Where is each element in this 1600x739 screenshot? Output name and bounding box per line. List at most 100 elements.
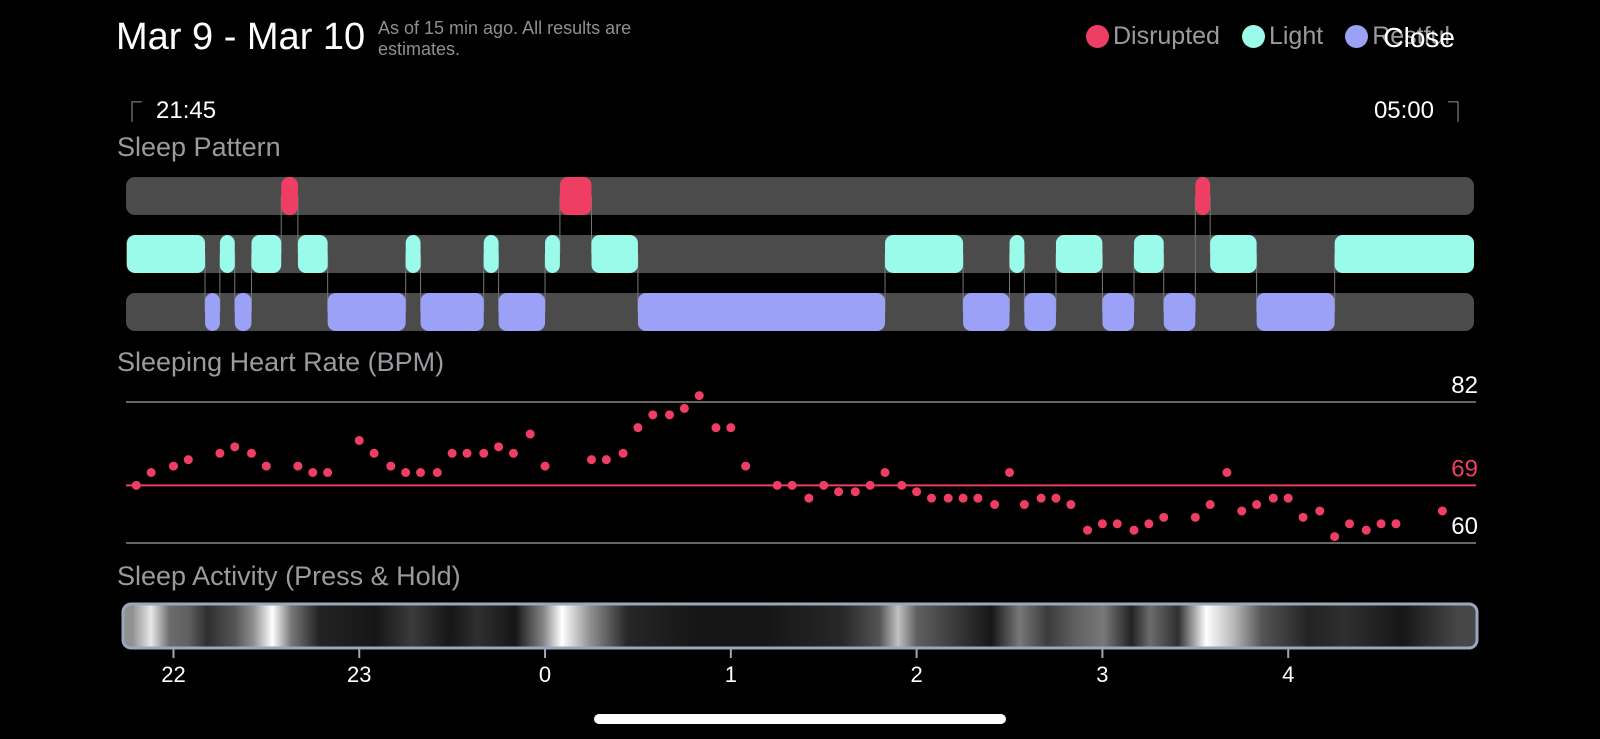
- heart-rate-point[interactable]: [741, 461, 751, 471]
- heart-rate-point[interactable]: [912, 487, 922, 497]
- heart-rate-point[interactable]: [168, 461, 178, 471]
- heart-rate-point[interactable]: [1005, 468, 1015, 477]
- heart-rate-point[interactable]: [711, 423, 721, 433]
- heart-rate-point[interactable]: [865, 480, 875, 490]
- segment-restful[interactable]: [327, 293, 406, 331]
- segment-restful[interactable]: [1024, 293, 1056, 331]
- segment-disrupted[interactable]: [1195, 177, 1211, 215]
- heart-rate-point[interactable]: [665, 410, 675, 420]
- heart-rate-point[interactable]: [943, 493, 953, 503]
- heart-rate-point[interactable]: [479, 448, 489, 458]
- heart-rate-point[interactable]: [1129, 525, 1139, 535]
- heart-rate-point[interactable]: [354, 435, 364, 445]
- heart-rate-point[interactable]: [1205, 500, 1215, 510]
- segment-restful[interactable]: [420, 293, 484, 331]
- heart-rate-point[interactable]: [369, 448, 379, 458]
- heart-rate-point[interactable]: [772, 480, 782, 490]
- heart-rate-point[interactable]: [850, 487, 860, 497]
- heart-rate-point[interactable]: [416, 468, 426, 477]
- heart-rate-point[interactable]: [386, 461, 396, 471]
- heart-rate-point[interactable]: [633, 423, 643, 433]
- heart-rate-point[interactable]: [897, 480, 907, 490]
- heart-rate-point[interactable]: [880, 468, 890, 477]
- heart-rate-point[interactable]: [1036, 493, 1046, 503]
- heart-rate-point[interactable]: [1376, 519, 1386, 529]
- heart-rate-point[interactable]: [462, 448, 472, 458]
- heart-rate-point[interactable]: [586, 455, 596, 465]
- heart-rate-point[interactable]: [1252, 500, 1262, 510]
- segment-light[interactable]: [405, 235, 421, 273]
- heart-rate-point[interactable]: [308, 468, 318, 477]
- segment-light[interactable]: [1133, 235, 1164, 273]
- heart-rate-point[interactable]: [246, 448, 256, 458]
- segment-light[interactable]: [1055, 235, 1103, 273]
- heart-rate-point[interactable]: [1097, 519, 1107, 529]
- segment-disrupted[interactable]: [281, 177, 298, 215]
- heart-rate-point[interactable]: [293, 461, 303, 471]
- heart-rate-point[interactable]: [990, 500, 1000, 510]
- segment-disrupted[interactable]: [559, 177, 592, 215]
- heart-rate-point[interactable]: [1051, 493, 1061, 503]
- heart-rate-point[interactable]: [1190, 512, 1200, 522]
- segment-light[interactable]: [1009, 235, 1025, 273]
- segment-restful[interactable]: [498, 293, 546, 331]
- segment-light[interactable]: [885, 235, 964, 273]
- heart-rate-point[interactable]: [618, 448, 628, 458]
- heart-rate-point[interactable]: [1019, 500, 1029, 510]
- heart-rate-point[interactable]: [261, 461, 271, 471]
- heart-rate-point[interactable]: [540, 461, 550, 471]
- close-button[interactable]: Close: [1383, 22, 1455, 53]
- heart-rate-point[interactable]: [819, 480, 829, 490]
- heart-rate-point[interactable]: [215, 448, 225, 458]
- sleep-activity-bar[interactable]: [121, 602, 1479, 650]
- heart-rate-point[interactable]: [804, 493, 814, 503]
- heart-rate-point[interactable]: [323, 468, 333, 477]
- heart-rate-point[interactable]: [494, 442, 504, 452]
- heart-rate-point[interactable]: [230, 442, 240, 452]
- heart-rate-point[interactable]: [1437, 506, 1447, 516]
- range-end[interactable]: 05:00 ⏋: [1374, 96, 1468, 125]
- heart-rate-point[interactable]: [1283, 493, 1293, 503]
- segment-restful[interactable]: [1256, 293, 1335, 331]
- heart-rate-point[interactable]: [601, 455, 611, 465]
- heart-rate-point[interactable]: [1330, 532, 1340, 542]
- segment-restful[interactable]: [234, 293, 252, 331]
- segment-restful[interactable]: [1163, 293, 1196, 331]
- heart-rate-point[interactable]: [447, 448, 457, 458]
- segment-light[interactable]: [545, 235, 560, 273]
- heart-rate-point[interactable]: [1298, 512, 1308, 522]
- heart-rate-point[interactable]: [183, 455, 193, 465]
- heart-rate-point[interactable]: [648, 410, 658, 420]
- range-start[interactable]: ⎾ 21:45: [122, 96, 216, 125]
- segment-light[interactable]: [1210, 235, 1257, 273]
- heart-rate-point[interactable]: [926, 493, 936, 503]
- heart-rate-point[interactable]: [1066, 500, 1076, 510]
- segment-light[interactable]: [127, 235, 206, 273]
- heart-rate-point[interactable]: [1237, 506, 1247, 516]
- segment-light[interactable]: [1334, 235, 1474, 273]
- heart-rate-point[interactable]: [787, 480, 797, 490]
- segment-restful[interactable]: [637, 293, 886, 331]
- heart-rate-point[interactable]: [726, 423, 736, 433]
- heart-rate-point[interactable]: [1222, 468, 1232, 477]
- heart-rate-point[interactable]: [679, 403, 689, 413]
- segment-restful[interactable]: [1102, 293, 1134, 331]
- heart-rate-point[interactable]: [146, 468, 156, 477]
- segment-light[interactable]: [219, 235, 235, 273]
- heart-rate-point[interactable]: [432, 468, 442, 477]
- heart-rate-point[interactable]: [401, 468, 411, 477]
- heart-rate-point[interactable]: [1112, 519, 1122, 529]
- segment-light[interactable]: [297, 235, 328, 273]
- heart-rate-point[interactable]: [694, 391, 704, 401]
- heart-rate-point[interactable]: [958, 493, 968, 503]
- heart-rate-point[interactable]: [1268, 493, 1278, 503]
- heart-rate-point[interactable]: [834, 487, 844, 497]
- heart-rate-point[interactable]: [1144, 519, 1154, 529]
- segment-light[interactable]: [591, 235, 638, 273]
- heart-rate-point[interactable]: [1361, 525, 1371, 535]
- segment-light[interactable]: [251, 235, 282, 273]
- segment-restful[interactable]: [205, 293, 220, 331]
- heart-rate-point[interactable]: [973, 493, 983, 503]
- segment-restful[interactable]: [963, 293, 1010, 331]
